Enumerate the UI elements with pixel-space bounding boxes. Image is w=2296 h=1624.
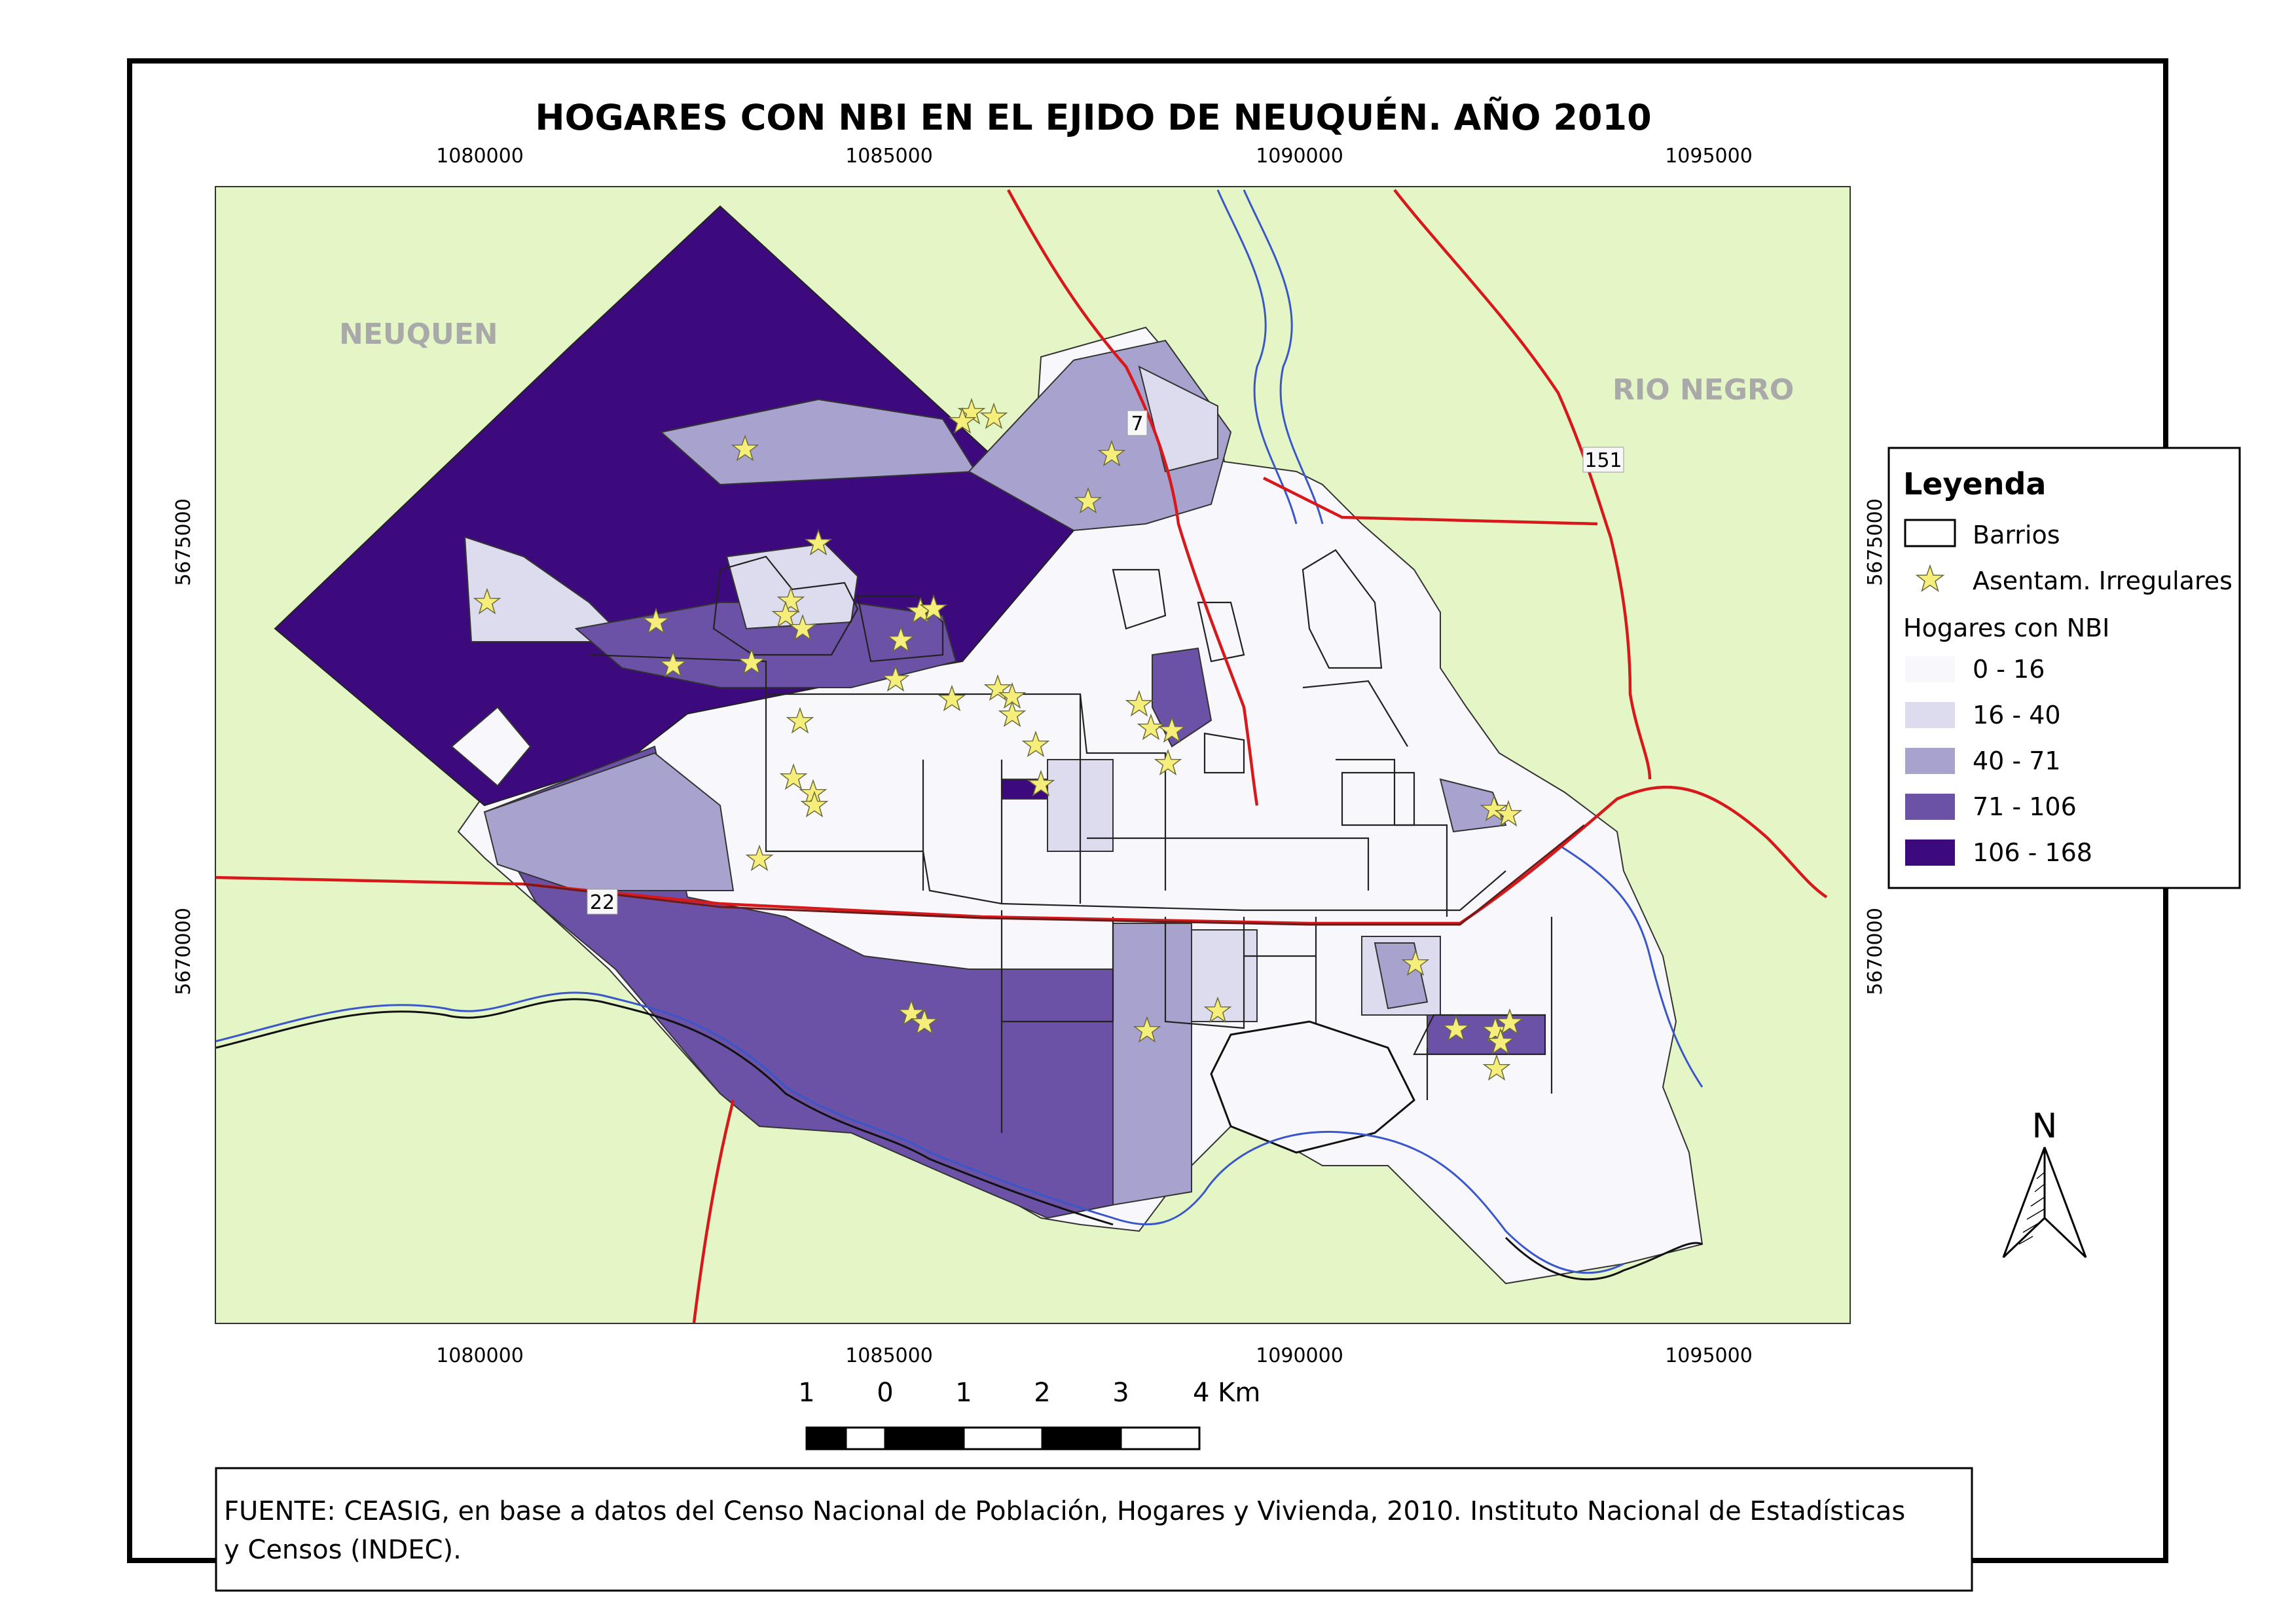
x-tick-top-4: 1095000	[1665, 145, 1753, 168]
x-tick-bottom-4: 1095000	[1665, 1344, 1753, 1367]
region-label-rio-negro: RIO NEGRO	[1613, 373, 1794, 407]
y-tick-left-1: 5675000	[172, 498, 195, 586]
scale-label-2: 2	[1034, 1378, 1050, 1408]
svg-text:22: 22	[590, 891, 615, 914]
x-tick-bottom-1: 1080000	[436, 1344, 524, 1367]
legend: Leyenda Barrios Asentam. Irregulares Hog…	[1887, 447, 2241, 889]
legend-label-asentamientos: Asentam. Irregulares	[1973, 566, 2232, 595]
y-tick-right-2: 5670000	[1864, 908, 1887, 995]
barrios-outlines	[589, 549, 1553, 1133]
map-panel: 7 22 151 NEUQUEN RIO NEGRO	[215, 187, 1850, 1323]
nbi-polygon-16-40-c2	[1191, 929, 1258, 1022]
road-label-151: 151	[1582, 447, 1624, 473]
scale-label-4km: 4 Km	[1193, 1378, 1260, 1408]
x-tick-top-2: 1085000	[845, 145, 933, 168]
x-tick-top-3: 1090000	[1256, 145, 1343, 168]
road-7	[1007, 189, 1259, 806]
nbi-polygon-40-71-c8	[1439, 778, 1507, 833]
source-line-1: FUENTE: CEASIG, en base a datos del Cens…	[224, 1496, 1905, 1526]
ejido-boundary-lines	[215, 998, 1703, 1281]
scale-label-1b: 1	[955, 1378, 972, 1408]
legend-subtitle: Hogares con NBI	[1903, 614, 2109, 642]
legend-class-4: 71 - 106	[1973, 792, 2077, 821]
map-panel-border	[215, 186, 1851, 1324]
road-label-7: 7	[1127, 410, 1148, 436]
nbi-polygon-40-71-sw	[483, 752, 735, 891]
scale-label-1: 1	[798, 1378, 814, 1408]
nbi-polygon-71-106-c7	[1427, 1014, 1546, 1055]
road-sw	[692, 1099, 735, 1323]
road-east-link	[1262, 476, 1598, 526]
nbi-polygon-16-40-strip	[725, 542, 859, 630]
x-tick-top-1: 1080000	[436, 145, 524, 168]
road-22-overlay	[523, 824, 1585, 926]
y-tick-right-1: 5675000	[1864, 498, 1887, 586]
roads	[215, 189, 1828, 1323]
legend-swatch-class-1	[1905, 656, 1955, 682]
legend-title: Leyenda	[1903, 466, 2046, 502]
road-151	[1393, 189, 1652, 780]
north-arrow-icon: N	[2002, 1107, 2087, 1259]
map-title: HOGARES CON NBI EN EL EJIDO DE NEUQUÉN. …	[535, 97, 1651, 138]
scale-label-0: 0	[877, 1378, 893, 1408]
nbi-polygon-16-40-c1	[1112, 923, 1192, 1206]
river-island-south	[1210, 1020, 1415, 1154]
y-tick-left-2: 5670000	[172, 908, 195, 995]
svg-text:151: 151	[1584, 449, 1622, 472]
region-label-neuquen: NEUQUEN	[339, 318, 498, 351]
legend-swatch-class-5	[1905, 840, 1955, 866]
legend-label-barrios: Barrios	[1973, 521, 2060, 549]
x-tick-bottom-2: 1085000	[845, 1344, 933, 1367]
scale-label-3: 3	[1112, 1378, 1129, 1408]
legend-swatch-class-4	[1905, 794, 1955, 820]
nbi-polygon-0-16-hole	[450, 706, 532, 787]
north-label: N	[2032, 1107, 2058, 1146]
legend-swatch-class-3	[1905, 748, 1955, 774]
legend-swatch-class-2	[1905, 702, 1955, 728]
scale-bar: 1 0 1 2 3 4 Km	[798, 1378, 1260, 1450]
source-box: FUENTE: CEASIG, en base a datos del Cens…	[215, 1467, 1973, 1592]
svg-text:7: 7	[1131, 413, 1143, 435]
legend-class-2: 16 - 40	[1973, 701, 2061, 729]
road-label-22: 22	[587, 889, 618, 915]
nbi-polygon-71-106-c5	[1152, 647, 1212, 748]
source-line-2: y Censos (INDEC).	[224, 1535, 462, 1565]
rivers	[215, 189, 1704, 1274]
road-22	[215, 785, 1828, 925]
legend-class-5: 106 - 168	[1973, 838, 2092, 867]
legend-class-1: 0 - 16	[1973, 655, 2045, 684]
legend-swatch-barrios	[1904, 519, 1956, 547]
legend-class-3: 40 - 71	[1973, 747, 2061, 775]
x-tick-bottom-3: 1090000	[1256, 1344, 1343, 1367]
